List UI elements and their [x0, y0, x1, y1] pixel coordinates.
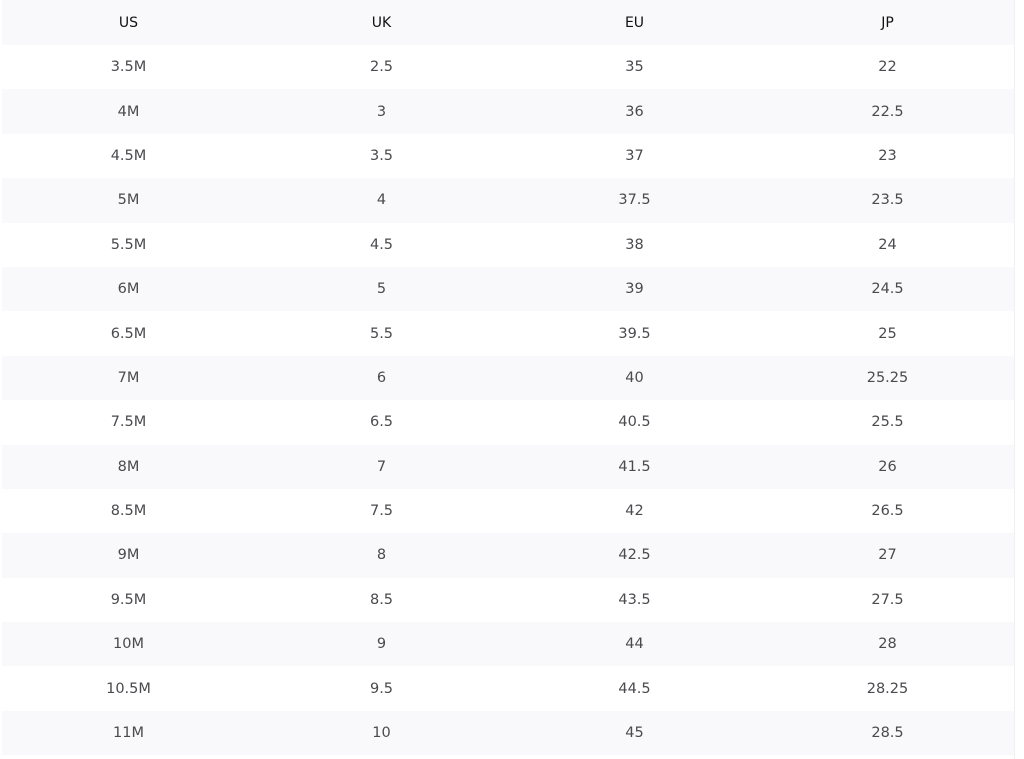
column-header-uk: UK	[255, 0, 508, 45]
cell-eu: 35	[625, 59, 644, 76]
cell-eu: 40	[625, 369, 644, 386]
cell-us: 4.5M	[110, 147, 147, 164]
cell-eu: 41.5	[618, 458, 651, 475]
cell-jp: 22.5	[871, 103, 904, 120]
cell-jp: 27	[878, 547, 897, 564]
column-header-us: US	[2, 0, 255, 45]
cell-us: 10.5M	[106, 680, 151, 697]
cell-eu: 45	[625, 725, 644, 742]
table-row: 10.5M 9.5 44.5 28.25	[2, 666, 1014, 711]
cell-uk: 3.5	[369, 147, 394, 164]
cell-us: 7M	[117, 369, 140, 386]
cell-uk: 6.5	[369, 414, 394, 431]
table-row: 7.5M 6.5 40.5 25.5	[2, 400, 1014, 445]
cell-eu: 36	[625, 103, 644, 120]
table-row: 4M 3 36 22.5	[2, 89, 1014, 134]
cell-eu: 43.5	[618, 591, 651, 608]
column-header-eu: EU	[508, 0, 761, 45]
table-row: 9M 8 42.5 27	[2, 533, 1014, 578]
table-row: 4.5M 3.5 37 23	[2, 133, 1014, 179]
cell-eu: 42	[625, 503, 644, 520]
cell-jp: 28.25	[866, 680, 909, 697]
cell-eu: 39	[625, 281, 644, 298]
cell-us: 6M	[117, 281, 140, 298]
cell-eu: 39.5	[618, 325, 651, 342]
table-row: 11M 10 45 28.5	[2, 710, 1014, 756]
table-edge	[1014, 0, 1015, 759]
cell-us: 10M	[113, 636, 144, 653]
cell-eu: 42.5	[618, 547, 651, 564]
cell-us: 7.5M	[110, 414, 147, 431]
cell-us: 3.5M	[110, 59, 147, 76]
cell-eu: 40.5	[618, 414, 651, 431]
cell-us: 9.5M	[110, 591, 147, 608]
cell-eu: 44	[625, 636, 644, 653]
cell-uk: 7	[376, 458, 387, 475]
table-row: 7M 6 40 25.25	[2, 355, 1014, 401]
cell-jp: 24	[878, 236, 897, 253]
table-row: 9.5M 8.5 43.5 27.5	[2, 577, 1014, 623]
cell-uk: 7.5	[369, 503, 394, 520]
cell-uk: 9	[376, 636, 387, 653]
cell-jp: 25.5	[871, 414, 904, 431]
cell-uk: 9.5	[369, 680, 394, 697]
cell-jp: 25	[878, 325, 897, 342]
cell-uk: 8.5	[369, 591, 394, 608]
cell-us: 6.5M	[110, 325, 147, 342]
cell-jp: 25.25	[866, 369, 909, 386]
table-row: 5M 4 37.5 23.5	[2, 178, 1014, 223]
cell-jp: 28	[878, 636, 897, 653]
cell-uk: 10	[372, 725, 391, 742]
cell-uk: 5.5	[369, 325, 394, 342]
table-header-row: US UK EU JP	[2, 0, 1014, 45]
cell-jp: 23.5	[871, 192, 904, 209]
table-row: 8.5M 7.5 42 26.5	[2, 488, 1014, 534]
cell-uk: 4.5	[369, 236, 394, 253]
cell-uk: 2.5	[369, 59, 394, 76]
cell-us: 9M	[117, 547, 140, 564]
cell-eu: 37	[625, 147, 644, 164]
cell-jp: 24.5	[871, 281, 904, 298]
cell-eu: 37.5	[618, 192, 651, 209]
cell-jp: 26	[878, 458, 897, 475]
cell-us: 5.5M	[110, 236, 147, 253]
cell-us: 8M	[117, 458, 140, 475]
cell-eu: 44.5	[618, 680, 651, 697]
cell-uk: 4	[376, 192, 387, 209]
cell-jp: 23	[878, 147, 897, 164]
cell-uk: 3	[376, 103, 387, 120]
table-row: 6M 5 39 24.5	[2, 266, 1014, 312]
table-row: 10M 9 44 28	[2, 622, 1014, 667]
table-row: 5.5M 4.5 38 24	[2, 222, 1014, 267]
cell-us: 5M	[117, 192, 140, 209]
cell-us: 11M	[113, 725, 144, 742]
cell-eu: 38	[625, 236, 644, 253]
cell-uk: 5	[376, 281, 387, 298]
cell-jp: 28.5	[871, 725, 904, 742]
cell-jp: 22	[878, 59, 897, 76]
cell-jp: 27.5	[871, 591, 904, 608]
cell-uk: 6	[376, 369, 387, 386]
cell-us: 8.5M	[110, 503, 147, 520]
table-row: 3.5M 2.5 35 22	[2, 45, 1014, 90]
table-row: 6.5M 5.5 39.5 25	[2, 311, 1014, 356]
cell-us: 4M	[117, 103, 140, 120]
column-header-jp: JP	[761, 0, 1014, 45]
cell-jp: 26.5	[871, 503, 904, 520]
cell-uk: 8	[376, 547, 387, 564]
table-row: 8M 7 41.5 26	[2, 444, 1014, 489]
